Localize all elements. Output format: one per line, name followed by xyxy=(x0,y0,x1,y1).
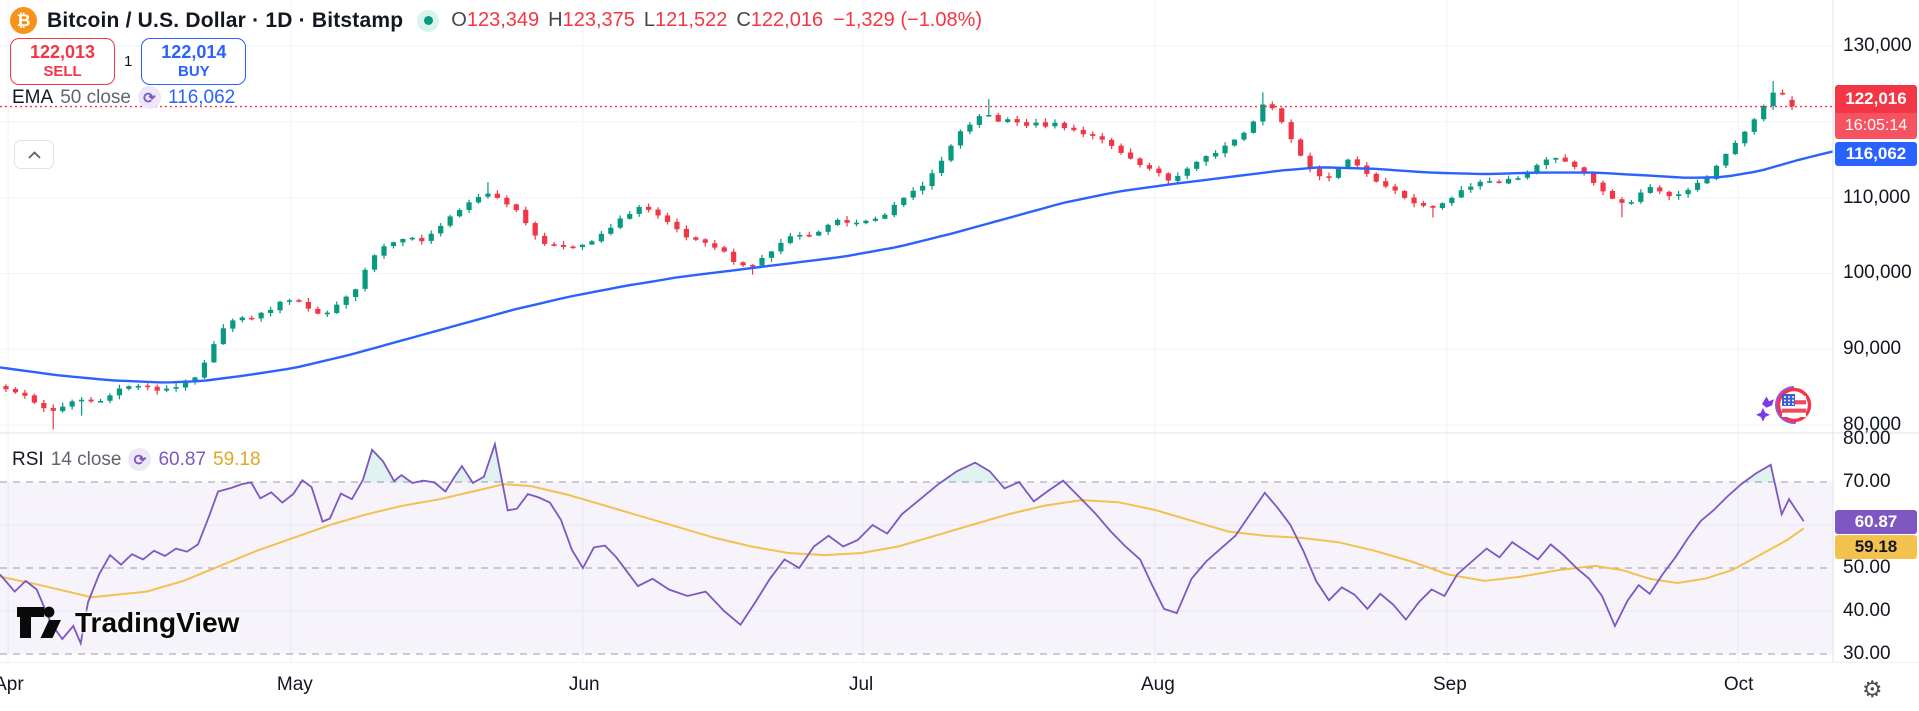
ema-params: 50 close xyxy=(60,86,131,108)
rsi-line xyxy=(0,440,1805,647)
candles-layer[interactable] xyxy=(3,81,1795,430)
price-axis-label: 130,000 xyxy=(1843,35,1912,56)
tradingview-logo-text: TradingView xyxy=(75,607,240,638)
bitcoin-icon: ₿ xyxy=(10,7,37,34)
rsi-value: 60.87 xyxy=(158,448,207,470)
symbol-title[interactable]: Bitcoin / U.S. Dollar · 1D · Bitstamp xyxy=(47,8,404,32)
last-price-badge: 122,016 16:05:14 xyxy=(1835,84,1917,139)
ohlc-item: O123,349 xyxy=(451,9,540,31)
buy-price: 122,014 xyxy=(161,42,227,62)
rsi-indicator-row[interactable]: RSI 14 close ⟳ 60.87 59.18 xyxy=(12,448,261,471)
symbol-header: ₿ Bitcoin / U.S. Dollar · 1D · Bitstamp … xyxy=(10,7,982,34)
rsi-params: 14 close xyxy=(50,448,122,470)
price-axis-label: 90,000 xyxy=(1843,338,1902,360)
chevron-up-icon xyxy=(27,150,41,159)
rsi-ma-value: 59.18 xyxy=(213,448,261,470)
buy-button[interactable]: 122,014 BUY xyxy=(141,38,247,85)
ohlc-item: C122,016 xyxy=(736,9,824,31)
market-status-icon[interactable] xyxy=(417,9,440,32)
month-label: Oct xyxy=(1723,674,1754,695)
month-label: Aug xyxy=(1140,674,1175,695)
time-axis[interactable]: Apr May Jun Jul Aug Sep Oct xyxy=(0,663,1919,711)
ohlc-item: L121,522 xyxy=(643,9,728,31)
price-axis-label: 110,000 xyxy=(1843,186,1911,208)
ema-value: 116,062 xyxy=(167,86,236,108)
ema-value-badge: 116,062 xyxy=(1835,141,1917,166)
us-flag-icon xyxy=(1756,386,1813,424)
buy-label: BUY xyxy=(178,63,210,80)
gridlines xyxy=(0,0,1833,663)
sell-button[interactable]: 122,013 SELL xyxy=(10,38,115,85)
recalc-icon[interactable]: ⟳ xyxy=(137,86,161,109)
sell-price: 122,013 xyxy=(29,42,96,62)
sell-label: SELL xyxy=(43,63,82,80)
tradingview-logo-icon xyxy=(17,606,61,638)
bar-countdown: 16:05:14 xyxy=(1835,112,1917,139)
recalc-icon[interactable]: ⟳ xyxy=(128,448,152,471)
ema-line xyxy=(0,150,1834,384)
rsi-value-badge: 60.87 xyxy=(1835,510,1917,535)
tradingview-logo[interactable]: TradingView xyxy=(16,606,239,640)
rsi-axis-label: 80.00 xyxy=(1843,428,1891,449)
price-axis[interactable]: 130,000 110,000 100,000 90,000 80,000 80.00 70… xyxy=(1833,0,1919,664)
rsi-axis-label: 70.00 xyxy=(1843,471,1891,492)
economic-event-flag-icon[interactable] xyxy=(1756,384,1822,437)
ohlc-item: H123,375 xyxy=(548,9,635,31)
rsi-axis-label: 30.00 xyxy=(1843,643,1891,664)
spread-value: 1 xyxy=(124,53,133,70)
last-price-value: 122,016 xyxy=(1835,84,1917,113)
trade-panel: 122,013 SELL 1 122,014 BUY xyxy=(10,38,247,85)
month-label: Jul xyxy=(848,674,874,695)
price-axis-label: 80,000 xyxy=(1843,414,1902,435)
month-label: Apr xyxy=(0,674,24,695)
rsi-axis-label: 50.00 xyxy=(1843,557,1891,578)
change-value: −1,329 (−1.08%) xyxy=(833,9,983,31)
rsi-axis-label: 40.00 xyxy=(1843,600,1891,621)
rsi-name: RSI xyxy=(12,448,44,470)
month-label: Jun xyxy=(568,674,600,695)
month-label: May xyxy=(276,674,313,695)
collapse-pane-button[interactable] xyxy=(14,140,54,169)
price-axis-label: 100,000 xyxy=(1843,262,1912,284)
month-label: Sep xyxy=(1432,674,1467,695)
gear-icon[interactable]: ⚙ xyxy=(1862,676,1883,702)
ema-indicator-row[interactable]: EMA 50 close ⟳ 116,062 xyxy=(12,86,235,109)
ohlc-values: O123,349 H123,375 L121,522 C122,016 xyxy=(451,9,823,32)
ema-name: EMA xyxy=(12,86,54,108)
rsi-ma-value-badge: 59.18 xyxy=(1835,535,1917,560)
